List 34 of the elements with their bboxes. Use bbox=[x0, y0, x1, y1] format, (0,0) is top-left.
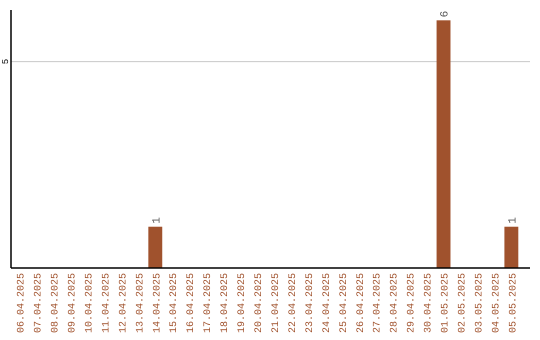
x-tick-label: 28.04.2025 bbox=[390, 273, 401, 334]
x-tick-label: 24.04.2025 bbox=[322, 273, 333, 334]
x-tick-label: 04.05.2025 bbox=[491, 273, 502, 334]
x-tick-label: 15.04.2025 bbox=[169, 273, 180, 334]
x-tick-label: 21.04.2025 bbox=[270, 273, 282, 334]
x-tick-label: 03.05.2025 bbox=[474, 273, 486, 334]
x-tick-label: 07.04.2025 bbox=[34, 273, 45, 334]
x-tick-label: 12.04.2025 bbox=[118, 273, 130, 334]
x-tick-label: 30.04.2025 bbox=[424, 273, 435, 334]
x-tick-label: 13.04.2025 bbox=[135, 273, 146, 334]
x-tick-label: 09.04.2025 bbox=[68, 273, 79, 334]
x-tick-label: 26.04.2025 bbox=[356, 273, 367, 334]
x-tick-label: 18.04.2025 bbox=[220, 273, 232, 334]
x-tick-label: 25.04.2025 bbox=[338, 273, 350, 334]
x-tick-label: 05.05.2025 bbox=[508, 273, 520, 334]
x-tick-label: 11.04.2025 bbox=[101, 273, 112, 334]
x-tick-label: 19.04.2025 bbox=[237, 273, 248, 334]
data-label: 1 bbox=[507, 216, 520, 224]
x-tick-label: 08.04.2025 bbox=[50, 273, 62, 334]
y-tick-label: 5 bbox=[1, 58, 11, 64]
x-tick-label: 17.04.2025 bbox=[203, 273, 214, 334]
data-label: 6 bbox=[440, 10, 452, 18]
x-tick-label: 01.05.2025 bbox=[440, 273, 452, 334]
x-tick-label: 20.04.2025 bbox=[254, 273, 266, 334]
x-tick-label: 27.04.2025 bbox=[372, 273, 384, 334]
x-tick-label: 02.05.2025 bbox=[457, 273, 468, 334]
x-tick-label: 22.04.2025 bbox=[288, 273, 299, 334]
data-label: 1 bbox=[151, 216, 164, 224]
x-tick-label: 06.04.2025 bbox=[16, 273, 28, 334]
x-tick-label: 10.04.2025 bbox=[84, 273, 96, 334]
x-tick-label: 23.04.2025 bbox=[304, 273, 316, 334]
x-tick-label: 14.04.2025 bbox=[152, 273, 164, 334]
x-tick-label: 16.04.2025 bbox=[186, 273, 198, 334]
x-tick-label: 29.04.2025 bbox=[406, 273, 418, 334]
